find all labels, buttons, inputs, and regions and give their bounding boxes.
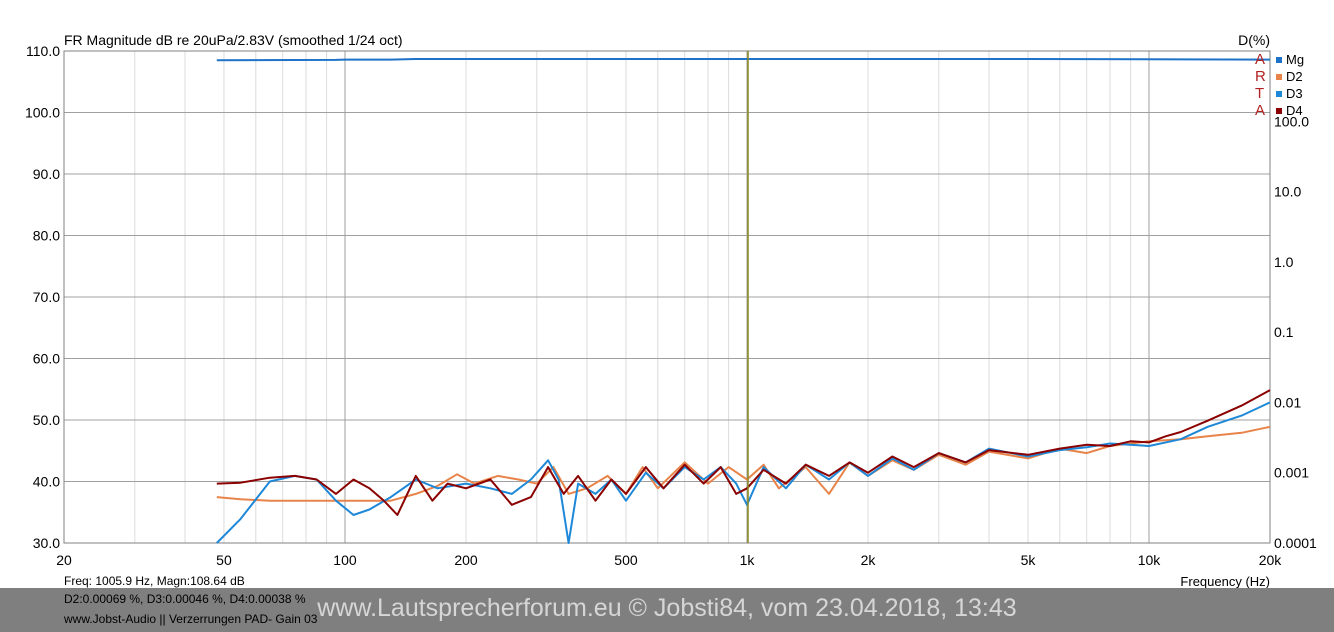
tick-labels: 30.0 40.0 50.0 60.0 70.0 80.0 90.0 100.0 110.0 0.… bbox=[25, 43, 1317, 568]
arta-letter-a2: A bbox=[1255, 102, 1266, 119]
series-layer bbox=[216, 51, 1271, 544]
y2-tick-label: 10.0 bbox=[1274, 184, 1301, 200]
y-tick-label: 30.0 bbox=[33, 535, 60, 551]
x-tick-label: 20 bbox=[56, 552, 72, 568]
x-tick-label: 1k bbox=[740, 552, 756, 568]
cursor-readout: Freq: 1005.9 Hz, Magn:108.64 dB bbox=[64, 574, 245, 588]
legend-d4-swatch bbox=[1276, 107, 1282, 114]
legend-mg: Mg bbox=[1276, 52, 1304, 67]
distortion-readout: D2:0.00069 %, D3:0.00046 %, D4:0.00038 % bbox=[64, 592, 306, 606]
arta-letter-a: A bbox=[1255, 51, 1266, 68]
legend-d3-swatch bbox=[1276, 90, 1282, 97]
y2-tick-label: 100.0 bbox=[1274, 113, 1309, 129]
x-tick-label: 200 bbox=[454, 552, 478, 568]
x-tick-label: 50 bbox=[216, 552, 232, 568]
series-line-d3 bbox=[216, 401, 1271, 544]
y2-tick-label: 0.01 bbox=[1274, 394, 1301, 410]
legend-d3: D3 bbox=[1276, 86, 1303, 101]
legend-mg-label: Mg bbox=[1286, 52, 1305, 67]
x-tick-label: 20k bbox=[1259, 552, 1283, 568]
legend-d2-label: D2 bbox=[1286, 69, 1303, 84]
y-tick-label: 60.0 bbox=[33, 351, 60, 367]
y2-tick-label: 1.0 bbox=[1274, 254, 1294, 270]
y2-tick-label: 0.1 bbox=[1274, 324, 1294, 340]
y-tick-label: 40.0 bbox=[33, 474, 60, 490]
x-tick-label: 100 bbox=[333, 552, 357, 568]
x-tick-label: 2k bbox=[861, 552, 877, 568]
x-tick-label: 500 bbox=[614, 552, 638, 568]
y-tick-label: 110.0 bbox=[26, 43, 60, 59]
measurement-note: www.Jobst-Audio || Verzerrungen PAD- Gai… bbox=[64, 612, 318, 626]
plot-frame bbox=[63, 50, 1271, 544]
legend-d3-label: D3 bbox=[1286, 86, 1303, 101]
legend-d2-swatch bbox=[1276, 73, 1282, 80]
grid bbox=[63, 50, 1271, 544]
legend-d4: D4 bbox=[1276, 103, 1303, 118]
arta-letter-r: R bbox=[1255, 68, 1266, 85]
y2-tick-label: 0.001 bbox=[1274, 465, 1309, 481]
right-axis-title: D(%) bbox=[1238, 32, 1270, 48]
series-line-d4 bbox=[216, 389, 1271, 516]
footer-bar bbox=[0, 588, 1334, 632]
y2-tick-label: 0.0001 bbox=[1274, 535, 1317, 551]
y-tick-label: 50.0 bbox=[33, 412, 60, 428]
legend-d2: D2 bbox=[1276, 69, 1303, 84]
y-tick-label: 80.0 bbox=[33, 228, 60, 244]
legend-mg-swatch bbox=[1276, 56, 1282, 63]
x-tick-label: 5k bbox=[1021, 552, 1037, 568]
y-tick-label: 70.0 bbox=[33, 289, 60, 305]
y-tick-label: 100.0 bbox=[25, 105, 60, 121]
series-line-mg bbox=[216, 58, 1271, 62]
legend-d4-label: D4 bbox=[1286, 103, 1303, 118]
watermark: www.Lautsprecherforum.eu © Jobsti84, vom… bbox=[317, 594, 1017, 622]
x-axis-label: Frequency (Hz) bbox=[1180, 574, 1270, 588]
x-tick-label: 10k bbox=[1138, 552, 1162, 568]
frequency-response-chart: 30.0 40.0 50.0 60.0 70.0 80.0 90.0 100.0 110.0 0.… bbox=[25, 32, 1317, 588]
chart-title: FR Magnitude dB re 20uPa/2.83V (smoothed… bbox=[64, 32, 403, 48]
arta-letter-t: T bbox=[1255, 85, 1265, 102]
y-tick-label: 90.0 bbox=[33, 166, 60, 182]
